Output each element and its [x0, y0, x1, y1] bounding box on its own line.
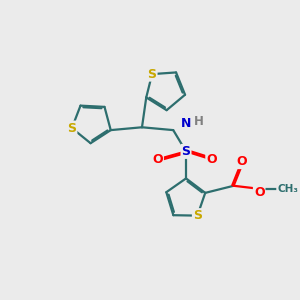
Text: O: O — [254, 185, 265, 199]
Text: N: N — [181, 117, 191, 130]
Text: S: S — [68, 122, 76, 135]
Text: CH₃: CH₃ — [277, 184, 298, 194]
Text: S: S — [193, 209, 202, 222]
Text: S: S — [148, 68, 157, 81]
Text: O: O — [152, 153, 163, 167]
Text: H: H — [194, 115, 204, 128]
Text: S: S — [182, 145, 190, 158]
Text: O: O — [237, 155, 248, 168]
Text: O: O — [206, 153, 217, 167]
